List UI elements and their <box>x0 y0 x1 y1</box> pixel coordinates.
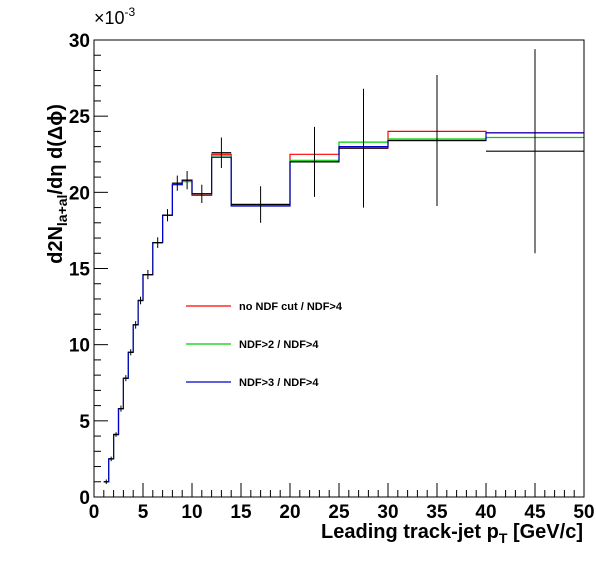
y-tick-label: 25 <box>69 107 91 128</box>
legend-label-1: no NDF cut / NDF>4 <box>239 301 343 313</box>
y-axis-title: d2Nla+al/dη d(Δϕ) <box>45 104 70 264</box>
y-tick-label: 5 <box>79 412 90 433</box>
y-tick-label: 10 <box>69 336 90 357</box>
y-tick-label: 20 <box>69 183 90 204</box>
y-axis-multiplier: ×10-3 <box>94 5 136 28</box>
x-tick-label: 30 <box>377 502 398 523</box>
legend-label-2: NDF>2 / NDF>4 <box>239 339 319 351</box>
data-layer <box>103 49 584 485</box>
x-tick-label: 20 <box>279 502 300 523</box>
x-tick-label: 0 <box>89 502 100 523</box>
y-tick-label: 15 <box>69 260 91 281</box>
x-tick-label: 45 <box>524 502 546 523</box>
y-tick-label: 30 <box>69 31 90 52</box>
x-tick-label: 10 <box>181 502 202 523</box>
x-tick-label: 50 <box>573 502 594 523</box>
legend: no NDF cut / NDF>4 NDF>2 / NDF>4 NDF>3 / N… <box>186 301 343 389</box>
axes: 0 5 10 15 20 25 30 35 40 45 50 0 5 10 15 20 25 30 <box>69 31 595 523</box>
x-tick-label: 25 <box>328 502 350 523</box>
legend-label-3: NDF>3 / NDF>4 <box>239 377 319 389</box>
x-axis-title: Leading track-jet pT [GeV/c] <box>321 521 583 546</box>
y-tick-label: 0 <box>79 488 90 509</box>
x-tick-label: 15 <box>230 502 252 523</box>
x-tick-label: 40 <box>475 502 496 523</box>
x-tick-label: 35 <box>426 502 448 523</box>
x-tick-label: 5 <box>138 502 149 523</box>
